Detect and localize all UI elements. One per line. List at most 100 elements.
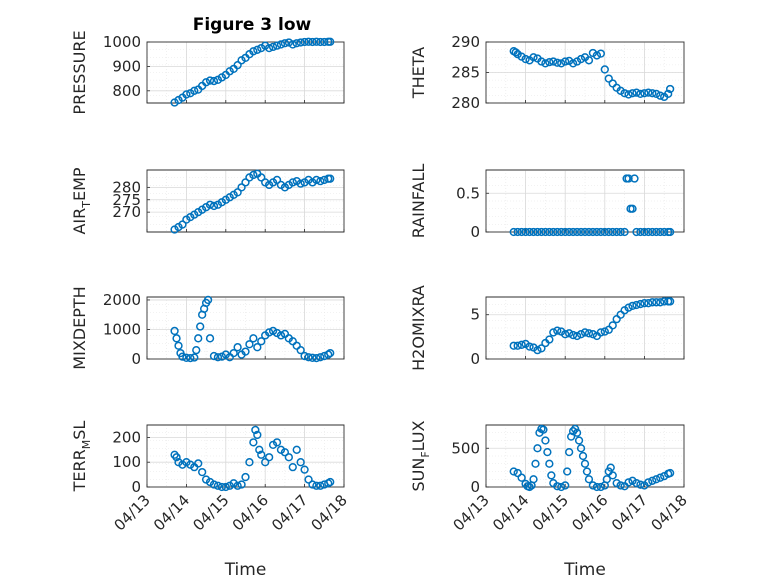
data-point xyxy=(284,453,293,462)
data-point xyxy=(561,227,570,237)
data-point xyxy=(194,334,203,343)
data-point xyxy=(652,227,661,237)
data-point xyxy=(296,38,305,47)
data-point xyxy=(568,330,578,340)
data-point xyxy=(257,450,266,459)
data-point xyxy=(584,56,594,65)
data-point xyxy=(513,227,522,237)
data-point xyxy=(644,299,653,308)
data-point xyxy=(592,51,602,60)
y-tick-label: 0 xyxy=(470,350,480,368)
data-point xyxy=(588,481,598,490)
x-axis-label: Time xyxy=(224,560,267,580)
data-point xyxy=(616,481,625,490)
data-point xyxy=(304,353,313,362)
y-tick-label: 900 xyxy=(112,57,141,75)
data-point xyxy=(326,174,335,183)
data-point xyxy=(604,227,613,237)
data-point xyxy=(557,482,566,492)
data-point xyxy=(529,227,538,237)
data-point xyxy=(568,427,578,436)
subplot-mixdepth: 0 1000 2000 MIXDEPTH xyxy=(70,286,345,370)
data-point xyxy=(565,447,574,457)
data-point xyxy=(596,328,605,337)
data-point xyxy=(172,334,181,343)
data-point xyxy=(656,473,665,482)
data-point xyxy=(616,227,625,237)
data-point xyxy=(205,200,215,209)
data-point xyxy=(316,481,325,490)
data-point xyxy=(640,227,649,237)
data-point xyxy=(217,352,227,361)
data-point xyxy=(624,90,633,99)
data-point xyxy=(600,227,609,237)
data-point xyxy=(565,227,574,237)
data-point xyxy=(233,61,242,70)
data-point xyxy=(628,204,637,213)
data-point xyxy=(280,39,290,48)
data-point xyxy=(533,227,542,237)
data-point xyxy=(237,183,246,192)
y-tick-label: 0 xyxy=(470,478,480,496)
data-point xyxy=(624,478,633,487)
data-point xyxy=(600,65,609,74)
data-point xyxy=(541,436,550,445)
data-point xyxy=(229,348,238,358)
data-point xyxy=(576,54,586,64)
data-point xyxy=(576,330,586,339)
data-point xyxy=(241,347,250,356)
data-point xyxy=(209,480,219,489)
data-point xyxy=(636,89,645,98)
data-point xyxy=(221,482,230,492)
data-point xyxy=(531,459,540,468)
data-point xyxy=(648,89,657,98)
data-point xyxy=(312,481,321,490)
data-point xyxy=(253,45,262,54)
data-point xyxy=(632,300,641,310)
data-point xyxy=(640,89,649,98)
data-point xyxy=(596,49,605,58)
data-point xyxy=(574,436,584,445)
data-point xyxy=(584,227,594,237)
y-tick-label: 270 xyxy=(112,203,141,221)
data-point xyxy=(292,39,301,48)
data-point xyxy=(620,89,629,98)
y-axis-label: PRESSURE xyxy=(70,30,89,114)
data-point xyxy=(525,482,534,492)
data-point xyxy=(284,38,293,47)
y-axis-label: H2OMIXRA xyxy=(409,285,428,371)
data-point xyxy=(268,42,278,52)
data-point xyxy=(660,227,669,237)
data-point xyxy=(190,86,199,95)
data-point xyxy=(632,88,641,97)
y-tick-label: 2000 xyxy=(103,291,141,309)
y-tick-label: 500 xyxy=(451,439,480,457)
data-point xyxy=(308,353,317,362)
data-point xyxy=(582,467,592,476)
y-tick-label: 0 xyxy=(131,350,141,368)
data-point xyxy=(596,482,605,492)
plot-border xyxy=(485,41,685,104)
data-point xyxy=(636,227,645,237)
data-point xyxy=(182,90,191,99)
data-point xyxy=(316,353,325,362)
data-point xyxy=(525,342,534,351)
data-point xyxy=(249,438,258,447)
subplot-terr_msl: 0 100 200 TERRMSL 04/1304/1404/1504/1604/170… xyxy=(70,421,351,580)
y-tick-label: 290 xyxy=(451,33,480,51)
data-point xyxy=(656,227,665,237)
data-point xyxy=(213,353,223,362)
data-point xyxy=(249,47,258,56)
x-tick-label: 04/15 xyxy=(529,491,572,534)
data-point xyxy=(580,459,590,468)
data-point xyxy=(644,88,653,97)
subplot-rainfall: 0 0.5 RAINFALL xyxy=(409,164,685,241)
data-point xyxy=(255,445,264,454)
data-point xyxy=(565,329,574,338)
plot-border xyxy=(146,296,345,360)
data-point xyxy=(580,227,590,237)
data-point xyxy=(205,334,215,343)
data-point xyxy=(644,227,653,237)
data-point xyxy=(543,447,552,457)
data-point xyxy=(541,59,550,68)
